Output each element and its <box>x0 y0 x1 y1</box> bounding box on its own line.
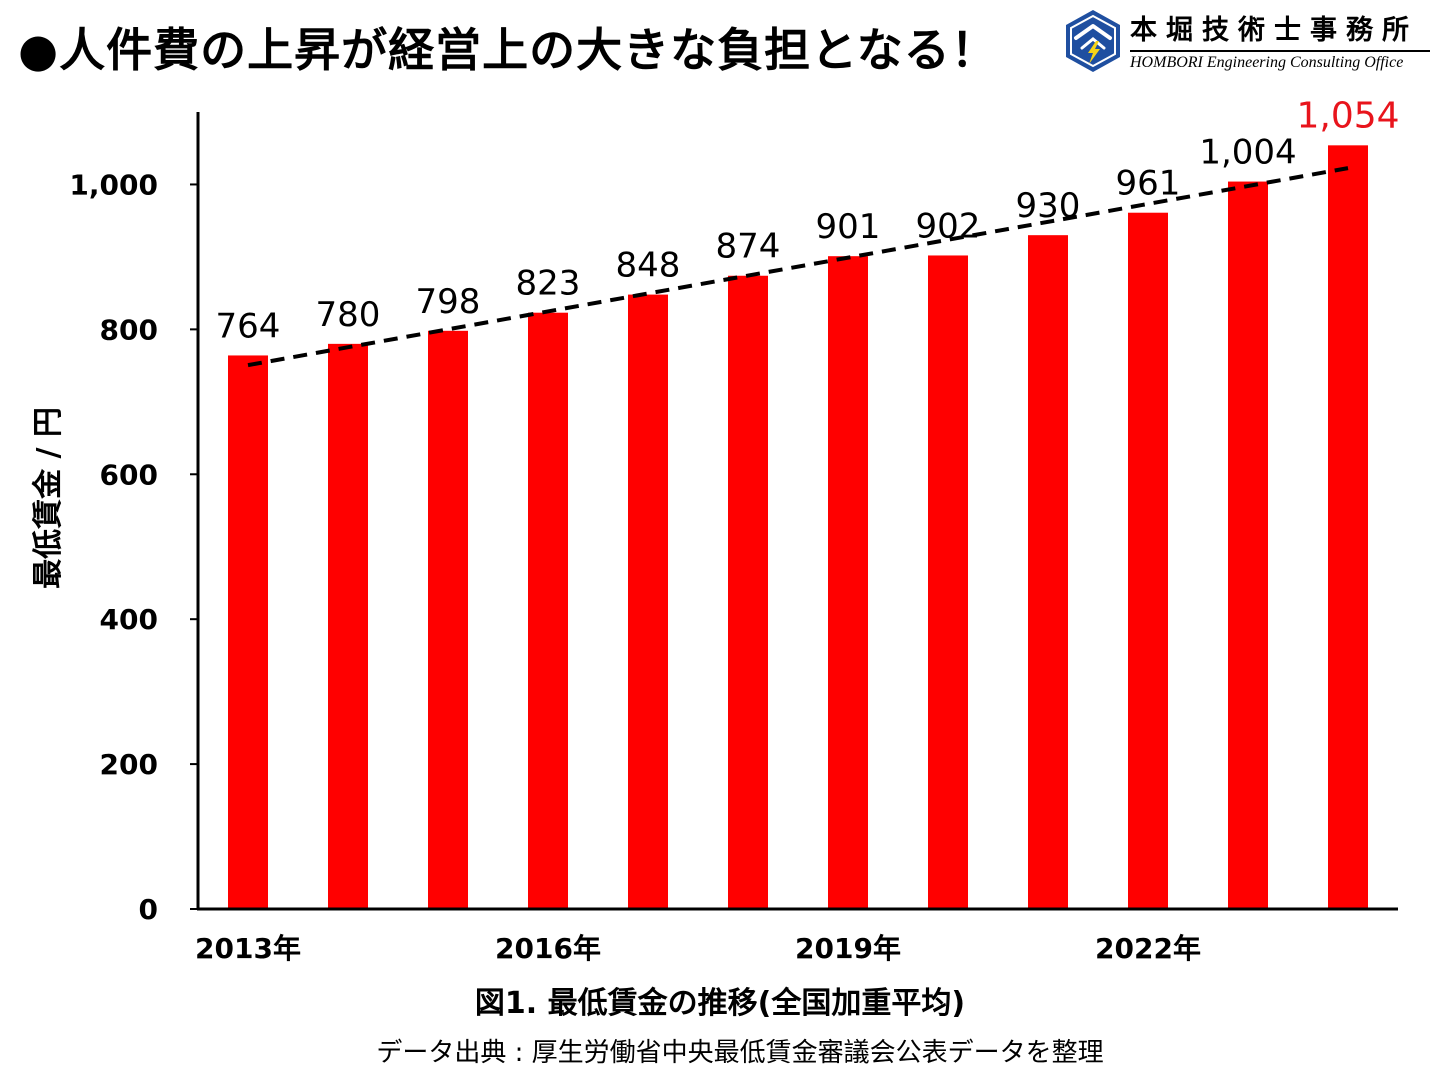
data-label: 1,054 <box>1296 95 1399 136</box>
y-axis-title: 最低賃金 / 円 <box>31 407 66 589</box>
data-label: 930 <box>1016 186 1081 226</box>
bar <box>728 275 768 909</box>
x-tick-label: 2019年 <box>795 932 901 965</box>
slide-title: ●人件費の上昇が経営上の大きな負担となる！ <box>18 23 998 77</box>
bar <box>1128 212 1168 910</box>
data-label: 780 <box>316 295 381 335</box>
data-label: 874 <box>716 227 781 267</box>
bar <box>428 330 468 909</box>
figure-caption: 図1. 最低賃金の推移(全国加重平均) <box>474 986 966 1021</box>
bar <box>328 343 368 909</box>
logo-company-name: 本堀技術士事務所 <box>1130 15 1418 46</box>
y-tick-label: 0 <box>139 893 158 926</box>
bar <box>1028 235 1068 909</box>
bar <box>1328 145 1368 909</box>
data-label: 1,004 <box>1199 133 1296 173</box>
source-note: データ出典 : 厚生労働省中央最低賃金審議会公表データを整理 <box>376 1038 1104 1068</box>
y-tick-label: 600 <box>100 458 158 491</box>
y-tick-label: 1,000 <box>69 168 158 201</box>
x-tick-label: 2016年 <box>495 932 601 965</box>
data-label: 823 <box>516 264 581 304</box>
trendline <box>247 166 1349 368</box>
y-tick-label: 800 <box>100 313 158 346</box>
data-label: 848 <box>616 246 681 286</box>
data-label: 798 <box>416 282 481 322</box>
bar <box>628 294 668 909</box>
bar <box>528 312 568 909</box>
bars-group <box>228 145 1368 910</box>
company-logo: 本堀技術士事務所 HOMBORI Engineering Consulting … <box>1062 8 1434 76</box>
bar <box>928 255 968 909</box>
bar <box>828 256 868 909</box>
x-tick-label: 2022年 <box>1095 932 1201 965</box>
y-tick-label: 200 <box>100 748 158 781</box>
y-tick-labels: 0 200 400 600 800 1,000 <box>69 168 158 926</box>
axes-group <box>190 112 1398 911</box>
hexagon-lightning-logo-icon <box>1066 10 1120 72</box>
data-label: 901 <box>816 207 881 247</box>
bar <box>1228 181 1268 909</box>
x-tick-label: 2013年 <box>195 932 301 965</box>
data-label: 961 <box>1116 164 1181 204</box>
logo-company-subtitle: HOMBORI Engineering Consulting Office <box>1130 54 1404 71</box>
bar <box>228 355 268 909</box>
x-tick-labels: 2013年 2016年 2019年 2022年 <box>195 932 1201 965</box>
y-tick-label: 400 <box>100 603 158 636</box>
data-label: 902 <box>916 206 981 246</box>
logo-divider <box>1130 50 1430 52</box>
trendline-group <box>247 166 1349 368</box>
y-axis-title-text: 最低賃金 / 円 <box>31 407 66 589</box>
data-label: 764 <box>216 306 281 346</box>
